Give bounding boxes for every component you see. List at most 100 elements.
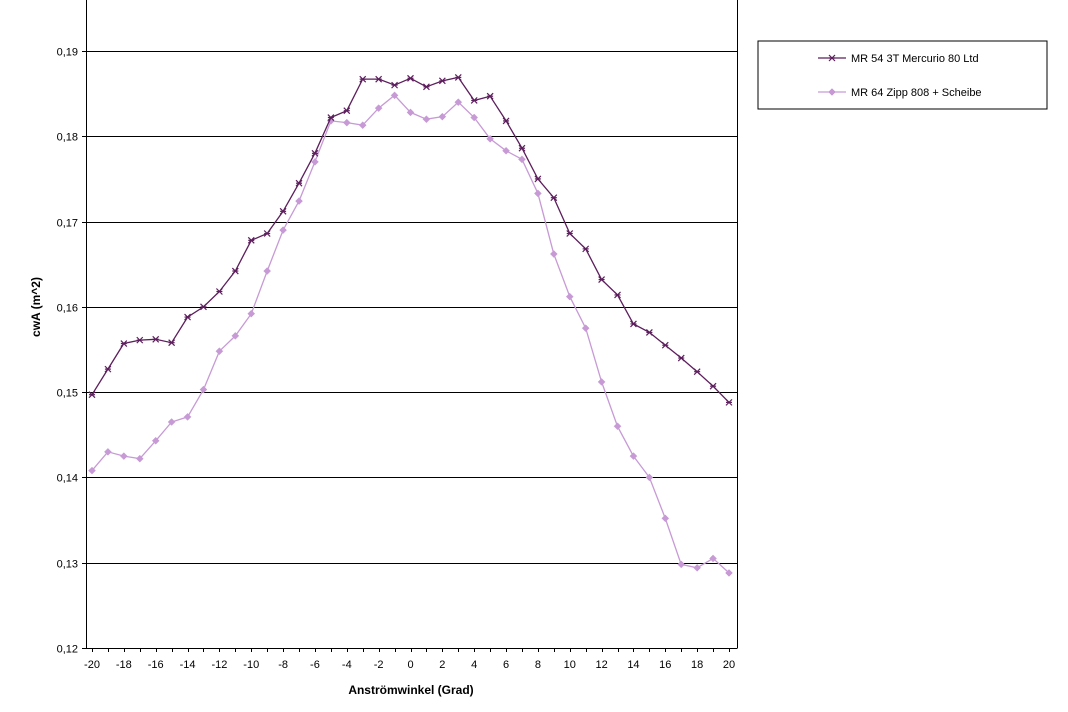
data-point bbox=[709, 554, 717, 563]
y-tick-label: 0,19 bbox=[57, 47, 78, 59]
data-point bbox=[390, 91, 399, 100]
data-point bbox=[470, 113, 479, 122]
legend-label: MR 54 3T Mercurio 80 Ltd bbox=[851, 53, 979, 65]
data-point bbox=[104, 447, 112, 456]
data-point bbox=[725, 569, 733, 577]
y-tick-label: 0,18 bbox=[57, 132, 78, 144]
y-axis-title: cwA (m^2) bbox=[29, 277, 43, 337]
data-point bbox=[550, 194, 558, 202]
data-point bbox=[565, 292, 574, 301]
data-point bbox=[534, 175, 542, 183]
data-point bbox=[581, 324, 590, 333]
data-point bbox=[88, 391, 96, 399]
data-point bbox=[88, 466, 96, 475]
data-point bbox=[629, 452, 638, 460]
data-point bbox=[534, 189, 542, 198]
data-point bbox=[725, 398, 733, 406]
x-tick-label: 12 bbox=[595, 659, 607, 671]
x-tick-label: 4 bbox=[471, 659, 477, 671]
data-point bbox=[152, 335, 160, 343]
series-zipp bbox=[88, 91, 733, 577]
data-point bbox=[167, 418, 176, 426]
axes bbox=[82, 0, 738, 652]
data-point bbox=[566, 230, 574, 237]
legend: MR 54 3T Mercurio 80 Ltd MR 64 Zipp 808 +… bbox=[757, 40, 1048, 110]
data-point bbox=[438, 77, 446, 85]
data-point bbox=[136, 336, 144, 344]
x-axis-title: Anströmwinkel (Grad) bbox=[348, 683, 473, 697]
legend-marker bbox=[828, 54, 836, 62]
x-tick-label: -12 bbox=[211, 659, 227, 671]
x-tick-label: 16 bbox=[659, 659, 671, 671]
data-point bbox=[183, 413, 192, 421]
y-tick-label: 0,17 bbox=[57, 218, 78, 230]
x-tick-label: 2 bbox=[439, 659, 445, 671]
data-point bbox=[630, 320, 637, 328]
data-point bbox=[645, 329, 653, 336]
x-tick-label: -18 bbox=[116, 659, 132, 671]
data-point bbox=[247, 236, 255, 244]
data-point bbox=[279, 207, 287, 215]
data-point bbox=[200, 303, 207, 311]
x-tick-label: 10 bbox=[564, 659, 576, 671]
y-tick-label: 0,16 bbox=[57, 303, 78, 315]
data-point bbox=[343, 107, 351, 115]
data-point bbox=[231, 267, 239, 275]
data-point bbox=[693, 368, 701, 376]
data-point bbox=[661, 514, 670, 523]
x-tick-label: -14 bbox=[180, 659, 196, 671]
data-point bbox=[661, 341, 669, 349]
data-point bbox=[295, 197, 303, 205]
data-point bbox=[677, 354, 685, 362]
data-point bbox=[263, 267, 272, 275]
data-point bbox=[438, 112, 447, 121]
data-point bbox=[614, 291, 621, 299]
x-tick-label: 6 bbox=[503, 659, 509, 671]
data-point bbox=[391, 81, 398, 89]
data-point bbox=[406, 108, 415, 117]
x-tick-label: -8 bbox=[278, 659, 288, 671]
y-tick-label: 0,14 bbox=[57, 473, 78, 485]
legend-box bbox=[757, 40, 1048, 110]
data-point bbox=[422, 115, 431, 124]
data-point bbox=[486, 92, 494, 100]
data-point bbox=[279, 226, 287, 234]
data-point bbox=[582, 245, 590, 253]
data-point bbox=[358, 121, 367, 130]
data-point bbox=[597, 378, 606, 386]
x-tick-label: 20 bbox=[723, 659, 735, 671]
x-tick-label: -20 bbox=[84, 659, 100, 671]
data-point bbox=[359, 75, 367, 83]
data-point bbox=[199, 385, 208, 394]
data-point bbox=[454, 74, 462, 81]
data-point bbox=[677, 560, 686, 569]
x-tick-label: -4 bbox=[342, 659, 352, 671]
data-point bbox=[407, 74, 414, 82]
data-point bbox=[120, 340, 128, 347]
data-point bbox=[709, 382, 717, 390]
data-point bbox=[502, 117, 510, 125]
data-point bbox=[311, 158, 319, 166]
y-tick-label: 0,13 bbox=[57, 559, 78, 571]
series-mercurio bbox=[88, 74, 733, 406]
data-point bbox=[518, 155, 526, 164]
data-point bbox=[423, 83, 430, 91]
y-tick-label: 0,15 bbox=[57, 388, 78, 400]
x-tick-label: 8 bbox=[535, 659, 541, 671]
x-tick-label: -16 bbox=[148, 659, 164, 671]
x-tick-label: -2 bbox=[374, 659, 384, 671]
x-tick-labels: -20 -18 -16 -14 -12 -10 -8 -6 -4 -2 0 2 4 6 8 10 12 14 16 1… bbox=[84, 659, 735, 671]
data-point bbox=[598, 276, 606, 283]
data-point bbox=[470, 97, 478, 104]
legend-label: MR 64 Zipp 808 + Scheibe bbox=[851, 87, 982, 99]
data-point bbox=[375, 75, 383, 83]
data-point bbox=[342, 118, 351, 127]
data-point bbox=[502, 146, 510, 155]
y-tick-label: 0,12 bbox=[57, 644, 78, 656]
x-tick-label: 0 bbox=[407, 659, 413, 671]
data-point bbox=[549, 250, 558, 258]
data-point bbox=[613, 422, 622, 431]
data-point bbox=[518, 144, 526, 152]
